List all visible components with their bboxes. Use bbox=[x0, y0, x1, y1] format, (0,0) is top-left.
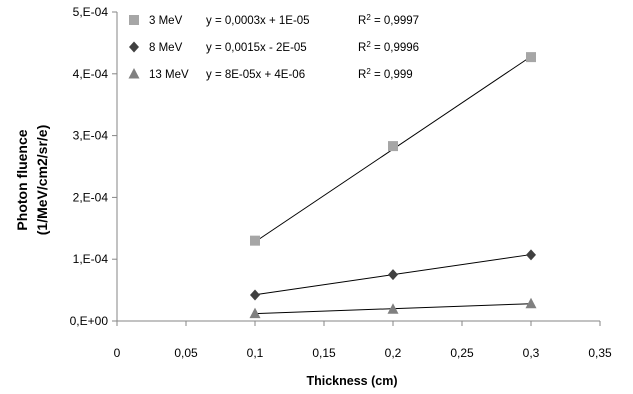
data-point-8-mev bbox=[250, 289, 260, 301]
legend-equation-3-mev: y = 0,0003x + 1E-05 bbox=[206, 15, 310, 27]
data-point-13-mev bbox=[387, 303, 399, 314]
x-tick-label: 0,05 bbox=[174, 346, 198, 360]
x-tick-label: 0,3 bbox=[523, 346, 540, 360]
data-point-13-mev bbox=[525, 297, 537, 309]
x-tick-label: 0,15 bbox=[312, 346, 336, 360]
legend-r2-8-mev: R2 = 0,9996 bbox=[358, 40, 419, 54]
legend-marker-8-mev bbox=[129, 41, 139, 53]
axes bbox=[112, 11, 601, 326]
legend-name-8-mev: 8 MeV bbox=[149, 42, 183, 54]
data-point-3-mev bbox=[388, 141, 398, 152]
data-point-8-mev bbox=[388, 269, 398, 281]
x-tick-label: 0,2 bbox=[385, 346, 402, 360]
legend-name-3-mev: 3 MeV bbox=[149, 15, 183, 27]
y-tick-label: 2,E-04 bbox=[73, 190, 109, 204]
legend-r2-3-mev: R2 = 0,9997 bbox=[358, 13, 419, 27]
legend-name-13-mev: 13 MeV bbox=[149, 69, 189, 81]
y-tick-label: 4,E-04 bbox=[73, 67, 109, 81]
data-point-8-mev bbox=[526, 249, 536, 261]
x-tick-label: 0,35 bbox=[588, 346, 612, 360]
data-point-3-mev bbox=[250, 235, 260, 246]
tick-labels: 0,E+00 1,E-04 2,E-04 3,E-04 4,E-04 5,E-04 0 0,0… bbox=[70, 5, 612, 360]
x-tick-label: 0,1 bbox=[247, 346, 264, 360]
y-tick-label: 5,E-04 bbox=[73, 5, 109, 19]
y-axis-title-line-1: Photon fluence bbox=[14, 129, 30, 230]
legend-marker-13-mev bbox=[128, 68, 140, 79]
legend-r2-13-mev: R2 = 0,999 bbox=[358, 67, 413, 81]
x-tick-label: 0 bbox=[114, 346, 121, 360]
data-point-3-mev bbox=[526, 52, 536, 63]
y-tick-label: 0,E+00 bbox=[70, 314, 109, 328]
y-tick-label: 3,E-04 bbox=[73, 129, 109, 143]
legend: 3 MeV y = 0,0003x + 1E-05 R2 = 0,9997 8 MeV… bbox=[128, 13, 419, 81]
y-tick-label: 1,E-04 bbox=[73, 252, 109, 266]
legend-marker-3-mev bbox=[129, 15, 139, 25]
data-point-13-mev bbox=[249, 307, 261, 319]
legend-equation-13-mev: y = 8E-05x + 4E-06 bbox=[206, 69, 305, 81]
data-points bbox=[249, 52, 537, 319]
x-axis-title: Thickness (cm) bbox=[306, 374, 397, 388]
x-tick-label: 0,25 bbox=[450, 346, 474, 360]
legend-equation-8-mev: y = 0,0015x - 2E-05 bbox=[206, 42, 307, 54]
y-axis-title-line-2: (1/MeV/cm2/sr/e) bbox=[34, 125, 50, 236]
